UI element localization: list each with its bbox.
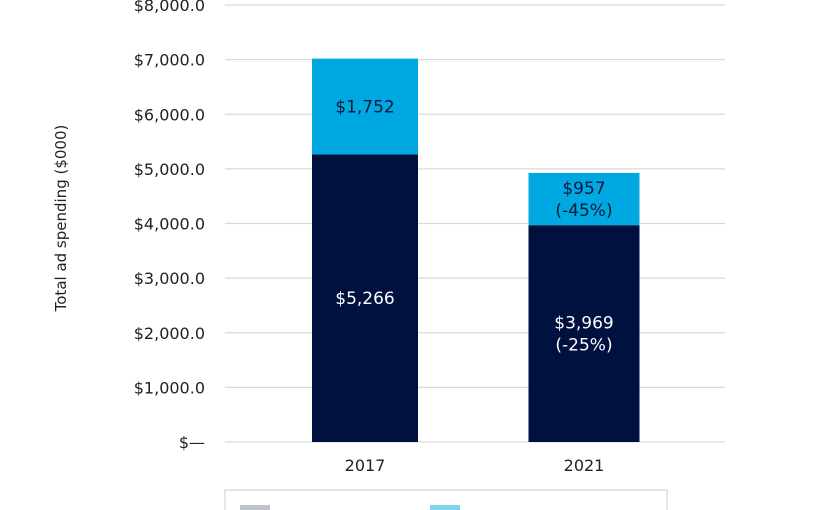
y-axis-label: Total ad spending ($000) bbox=[52, 125, 70, 313]
y-tick-label: $7,000.0 bbox=[134, 51, 205, 70]
data-label: (-45%) bbox=[555, 201, 612, 221]
y-tick-label: $8,000.0 bbox=[134, 0, 205, 15]
legend-swatch-top bbox=[430, 505, 460, 510]
x-tick-label: 2021 bbox=[564, 456, 605, 475]
legend-box bbox=[224, 489, 668, 510]
bar-segment bbox=[312, 154, 418, 442]
data-label: $5,266 bbox=[335, 289, 394, 309]
legend bbox=[224, 489, 668, 510]
bar-segment bbox=[528, 172, 640, 226]
y-tick-label: $3,000.0 bbox=[134, 269, 205, 288]
y-tick-label: $4,000.0 bbox=[134, 215, 205, 234]
y-tick-label: $2,000.0 bbox=[134, 324, 205, 343]
y-tick-label: $5,000.0 bbox=[134, 160, 205, 179]
bar-segment bbox=[528, 225, 640, 442]
y-tick-label: $1,000.0 bbox=[134, 378, 205, 397]
y-tick-label: $— bbox=[179, 433, 205, 452]
x-tick-label: 2017 bbox=[345, 456, 386, 475]
legend-swatch-base bbox=[240, 505, 270, 510]
y-tick-label: $6,000.0 bbox=[134, 105, 205, 124]
data-label: $3,969 bbox=[554, 314, 613, 334]
data-label: (-25%) bbox=[555, 336, 612, 356]
bar-segment bbox=[312, 58, 418, 155]
data-label: $1,752 bbox=[335, 97, 394, 117]
data-label: $957 bbox=[562, 179, 605, 199]
